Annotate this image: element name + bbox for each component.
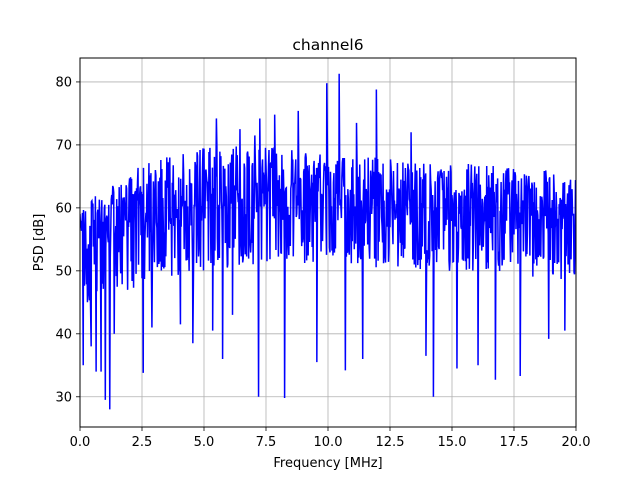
chart-title: channel6 <box>292 36 363 54</box>
y-axis: 30 40 50 60 70 80 <box>55 75 80 405</box>
x-tick-label: 0.0 <box>70 435 91 450</box>
y-tick-label: 50 <box>55 264 72 279</box>
x-tick-label: 10.0 <box>314 435 343 450</box>
x-tick-label: 20.0 <box>562 435 591 450</box>
y-tick-label: 60 <box>55 201 72 216</box>
x-axis-label: Frequency [MHz] <box>273 456 382 471</box>
x-tick-label: 7.5 <box>256 435 277 450</box>
y-tick-label: 30 <box>55 390 72 405</box>
series-layer <box>80 73 576 410</box>
x-axis: 0.0 2.5 5.0 7.5 10.0 12.5 15.0 17.5 20.0 <box>70 427 591 450</box>
y-axis-label: PSD [dB] <box>32 214 47 272</box>
y-tick-label: 80 <box>55 75 72 90</box>
x-tick-label: 2.5 <box>132 435 153 450</box>
x-tick-label: 12.5 <box>376 435 405 450</box>
x-tick-label: 17.5 <box>500 435 529 450</box>
x-tick-label: 5.0 <box>194 435 215 450</box>
x-tick-label: 15.0 <box>438 435 467 450</box>
psd-series-line <box>80 73 576 410</box>
y-tick-label: 70 <box>55 138 72 153</box>
y-tick-label: 40 <box>55 327 72 342</box>
